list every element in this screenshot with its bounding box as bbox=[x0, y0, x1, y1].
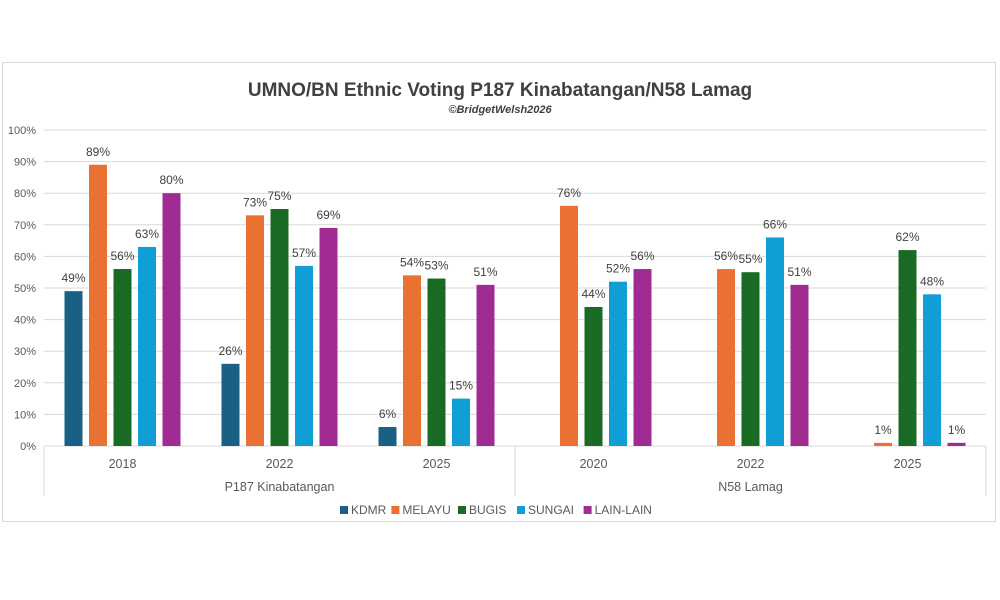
data-label: 66% bbox=[763, 217, 787, 231]
data-label: 56% bbox=[630, 249, 654, 263]
bar-sungai bbox=[295, 265, 313, 446]
y-tick-label: 10% bbox=[14, 409, 36, 421]
bar-melayu bbox=[246, 215, 264, 446]
bar-lain-lain bbox=[633, 269, 652, 446]
x-tick-label: 2022 bbox=[737, 457, 765, 471]
bar-sungai bbox=[609, 281, 627, 446]
x-tick-label: 2025 bbox=[423, 457, 451, 471]
data-label: 75% bbox=[267, 189, 291, 203]
chart-subtitle: ©BridgetWelsh2026 bbox=[448, 104, 552, 116]
data-label: 51% bbox=[473, 265, 497, 279]
data-label: 55% bbox=[738, 252, 762, 266]
bar-bugis bbox=[584, 306, 603, 446]
legend-swatch bbox=[583, 506, 592, 514]
data-label: 48% bbox=[920, 274, 944, 288]
y-tick-label: 60% bbox=[14, 251, 36, 263]
group-label: N58 Lamag bbox=[718, 480, 783, 494]
x-tick-label: 2020 bbox=[580, 457, 608, 471]
bar-bugis bbox=[270, 209, 289, 446]
data-label: 54% bbox=[400, 255, 424, 269]
chart-title: UMNO/BN Ethnic Voting P187 Kinabatangan/… bbox=[247, 80, 753, 101]
y-tick-label: 20% bbox=[14, 378, 36, 390]
data-label: 53% bbox=[424, 259, 448, 273]
bar-sungai bbox=[923, 294, 941, 446]
data-label: 44% bbox=[581, 287, 605, 301]
bar-bugis bbox=[741, 272, 760, 446]
bar-bugis bbox=[113, 269, 132, 446]
data-label: 63% bbox=[135, 227, 159, 241]
y-tick-label: 80% bbox=[14, 188, 36, 200]
data-label: 51% bbox=[787, 265, 811, 279]
legend-swatch bbox=[391, 506, 400, 514]
bar-melayu bbox=[89, 164, 107, 446]
bar-lain-lain bbox=[947, 442, 966, 446]
bar-melayu bbox=[560, 205, 578, 446]
data-label: 89% bbox=[86, 145, 110, 159]
data-label: 49% bbox=[61, 271, 85, 285]
data-label: 26% bbox=[218, 344, 242, 358]
y-tick-label: 90% bbox=[14, 157, 36, 169]
bar-kdmr bbox=[378, 427, 397, 446]
data-label: 56% bbox=[714, 249, 738, 263]
x-tick-label: 2022 bbox=[266, 457, 294, 471]
legend-label: BUGIS bbox=[469, 503, 506, 517]
data-label: 69% bbox=[316, 208, 340, 222]
data-label: 56% bbox=[110, 249, 134, 263]
y-tick-label: 40% bbox=[14, 315, 36, 327]
data-label: 73% bbox=[243, 195, 267, 209]
bar-lain-lain bbox=[790, 284, 809, 446]
y-tick-label: 70% bbox=[14, 220, 36, 232]
data-label: 80% bbox=[159, 173, 183, 187]
bar-kdmr bbox=[64, 291, 83, 446]
x-tick-label: 2018 bbox=[109, 457, 137, 471]
data-label: 1% bbox=[948, 423, 966, 437]
bar-kdmr bbox=[221, 363, 240, 446]
data-label: 6% bbox=[379, 407, 397, 421]
bar-bugis bbox=[427, 278, 446, 446]
chart-area bbox=[2, 62, 996, 522]
y-tick-label: 50% bbox=[14, 283, 36, 295]
data-label: 62% bbox=[895, 230, 919, 244]
bar-melayu bbox=[717, 269, 735, 446]
legend-label: KDMR bbox=[351, 503, 387, 517]
data-label: 1% bbox=[874, 423, 892, 437]
data-label: 52% bbox=[606, 262, 630, 276]
data-label: 57% bbox=[292, 246, 316, 260]
y-tick-label: 30% bbox=[14, 346, 36, 358]
data-label: 76% bbox=[557, 186, 581, 200]
bar-bugis bbox=[898, 250, 917, 446]
data-label: 15% bbox=[449, 379, 473, 393]
legend-swatch bbox=[458, 506, 466, 514]
bar-sungai bbox=[766, 237, 784, 446]
x-tick-label: 2025 bbox=[894, 457, 922, 471]
group-label: P187 Kinabatangan bbox=[225, 480, 335, 494]
bar-melayu bbox=[874, 442, 892, 446]
legend-swatch bbox=[340, 506, 348, 514]
legend-label: SUNGAI bbox=[528, 503, 574, 517]
y-tick-label: 100% bbox=[8, 125, 36, 137]
bar-lain-lain bbox=[319, 227, 338, 446]
bar-melayu bbox=[403, 275, 421, 446]
bar-sungai bbox=[452, 398, 470, 446]
bar-sungai bbox=[138, 246, 156, 446]
legend-swatch bbox=[517, 506, 525, 514]
y-tick-label: 0% bbox=[20, 441, 36, 453]
legend-label: LAIN-LAIN bbox=[595, 503, 652, 517]
bar-lain-lain bbox=[162, 193, 181, 446]
legend-label: MELAYU bbox=[402, 503, 450, 517]
bar-lain-lain bbox=[476, 284, 495, 446]
